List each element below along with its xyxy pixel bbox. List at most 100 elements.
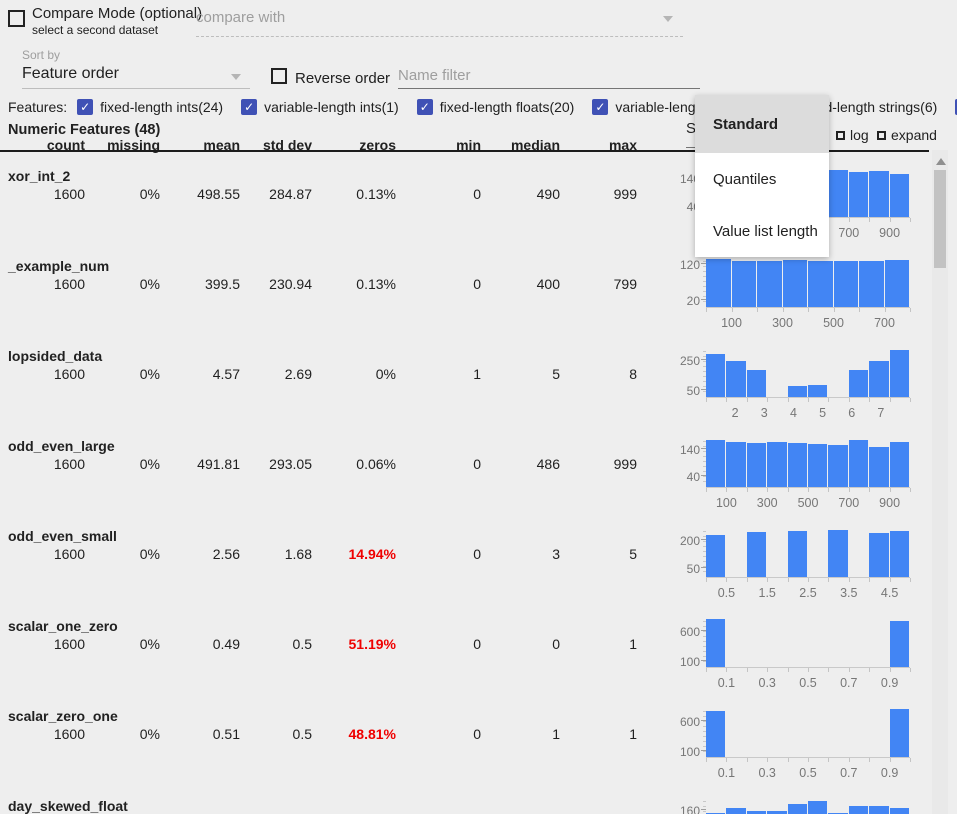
stat-median: 400 (536, 276, 560, 292)
stat-median: 490 (536, 186, 560, 202)
feature-stats: 1600 0% 498.55 284.87 0.13% 0 490 999 (0, 186, 637, 202)
column-header-missing: missing (107, 137, 160, 153)
stat-missing: 0% (139, 456, 160, 472)
histogram-bar (746, 442, 767, 487)
checked-checkbox-icon[interactable]: ✓ (77, 99, 94, 115)
compare-with-dropdown-icon[interactable] (663, 16, 673, 22)
stat-min: 0 (473, 546, 481, 562)
stat-missing: 0% (139, 546, 160, 562)
histogram-y-axis: 600 100 (678, 708, 702, 759)
checked-checkbox-icon[interactable]: ✓ (955, 99, 957, 115)
checked-checkbox-icon[interactable]: ✓ (241, 99, 258, 115)
menu-item-quantiles[interactable]: Quantiles (713, 170, 777, 188)
histogram-bar (889, 708, 909, 757)
numeric-features-title: Numeric Features (48) (8, 122, 161, 138)
sort-by-dropdown-icon[interactable] (231, 74, 241, 80)
x-tick-label: 100 (721, 316, 742, 330)
stat-mean: 2.56 (212, 546, 240, 562)
feature-name: scalar_one_zero (8, 618, 118, 634)
y-tick-label: 120 (679, 257, 700, 272)
stat-zeros: 51.19% (348, 636, 396, 652)
column-header-stddev: std dev (262, 137, 312, 153)
x-tick-label: 500 (823, 316, 844, 330)
column-headers: count missing mean std dev zeros min med… (0, 137, 637, 153)
table-row: odd_even_small 1600 0% 2.56 1.68 14.94% … (0, 520, 957, 610)
x-tick-label: 0.3 (758, 766, 776, 780)
histogram-plot (701, 708, 911, 762)
x-tick-label: 500 (797, 496, 819, 510)
scrollbar-track[interactable] (932, 150, 948, 814)
histogram-bar (848, 369, 869, 397)
stat-mean: 498.55 (197, 186, 240, 202)
stat-stddev: 2.69 (284, 366, 312, 382)
histogram-chart: 120 20 100 300 500 700 (678, 250, 911, 340)
histogram-y-axis: 600 100 (678, 618, 702, 669)
y-tick-label: 100 (679, 745, 700, 759)
stat-min: 0 (473, 276, 481, 292)
expand-charts-checkbox[interactable] (877, 131, 886, 140)
stat-median: 1 (552, 726, 560, 742)
histogram-bar (848, 172, 869, 217)
stat-max: 799 (613, 276, 637, 292)
column-header-median: median (510, 137, 560, 153)
checked-checkbox-icon[interactable]: ✓ (416, 99, 433, 115)
name-filter-input[interactable] (398, 62, 700, 89)
histogram-bar (808, 800, 828, 814)
histogram-bar (757, 260, 782, 307)
column-header-count: count (46, 137, 85, 153)
compare-mode-subtitle: select a second dataset (32, 23, 159, 37)
stat-stddev: 293.05 (269, 456, 312, 472)
compare-mode-checkbox[interactable] (8, 10, 25, 27)
x-tick-label: 3.5 (840, 586, 858, 600)
table-row: _example_num 1600 0% 399.5 230.94 0.13% … (0, 250, 957, 340)
sort-by-select[interactable]: Feature order (22, 65, 119, 82)
histogram-chart: 200 50 0.5 1.5 2.5 3.5 4.5 (678, 520, 911, 610)
x-tick-label: 700 (874, 316, 895, 330)
stat-max: 5 (629, 546, 637, 562)
x-tick-label: 3 (760, 406, 768, 420)
x-tick-label: 0.7 (840, 676, 858, 690)
stat-zeros: 0.06% (356, 456, 396, 472)
menu-item-standard[interactable]: Standard (695, 95, 829, 153)
y-tick-label: 160 (679, 803, 700, 814)
stat-missing: 0% (139, 636, 160, 652)
sort-by-label: Sort by (22, 48, 61, 62)
feature-type-label: fixed-length strings(6) (802, 99, 938, 115)
stat-count: 1600 (53, 636, 85, 652)
histogram-bar (869, 360, 889, 397)
compare-with-select[interactable]: compare with (196, 9, 286, 26)
stat-count: 1600 (53, 366, 85, 382)
feature-type-label: fixed-length ints(24) (100, 99, 224, 115)
histogram-bar (706, 259, 731, 307)
histogram-bar (884, 259, 909, 307)
chart-type-menu: Standard Quantiles Value list length (695, 95, 829, 257)
histogram-bar (889, 808, 909, 814)
log-scale-label: log (850, 127, 869, 143)
stat-zeros: 14.94% (348, 546, 396, 562)
feature-name: _example_num (8, 258, 110, 274)
scrollbar-thumb[interactable] (934, 170, 946, 268)
histogram-plot (701, 798, 910, 814)
histogram-plot (701, 258, 911, 312)
feature-name: day_skewed_float (8, 798, 128, 814)
x-tick-label: 0.9 (880, 766, 899, 780)
histogram-bar (848, 440, 869, 487)
histogram-bar (726, 360, 746, 397)
reverse-order-checkbox[interactable] (271, 68, 287, 84)
histogram-chart: 16060 (678, 790, 910, 814)
stat-median: 5 (552, 366, 560, 382)
stat-median: 486 (536, 456, 560, 472)
stat-stddev: 284.87 (269, 186, 312, 202)
menu-item-value-list-length[interactable]: Value list length (713, 222, 818, 240)
histogram-y-axis: 200 50 (678, 528, 702, 578)
feature-stats: 1600 0% 0.51 0.5 48.81% 0 1 1 (0, 726, 637, 742)
features-label: Features: (8, 99, 68, 115)
checked-checkbox-icon[interactable]: ✓ (592, 99, 609, 115)
histogram-bar (726, 442, 746, 487)
scrollbar-up-arrow-icon[interactable] (936, 158, 946, 165)
histogram-bar (746, 811, 767, 814)
stat-missing: 0% (139, 726, 160, 742)
log-scale-checkbox[interactable] (836, 131, 845, 140)
stat-zeros: 0.13% (356, 276, 396, 292)
histogram-bar (706, 711, 726, 757)
